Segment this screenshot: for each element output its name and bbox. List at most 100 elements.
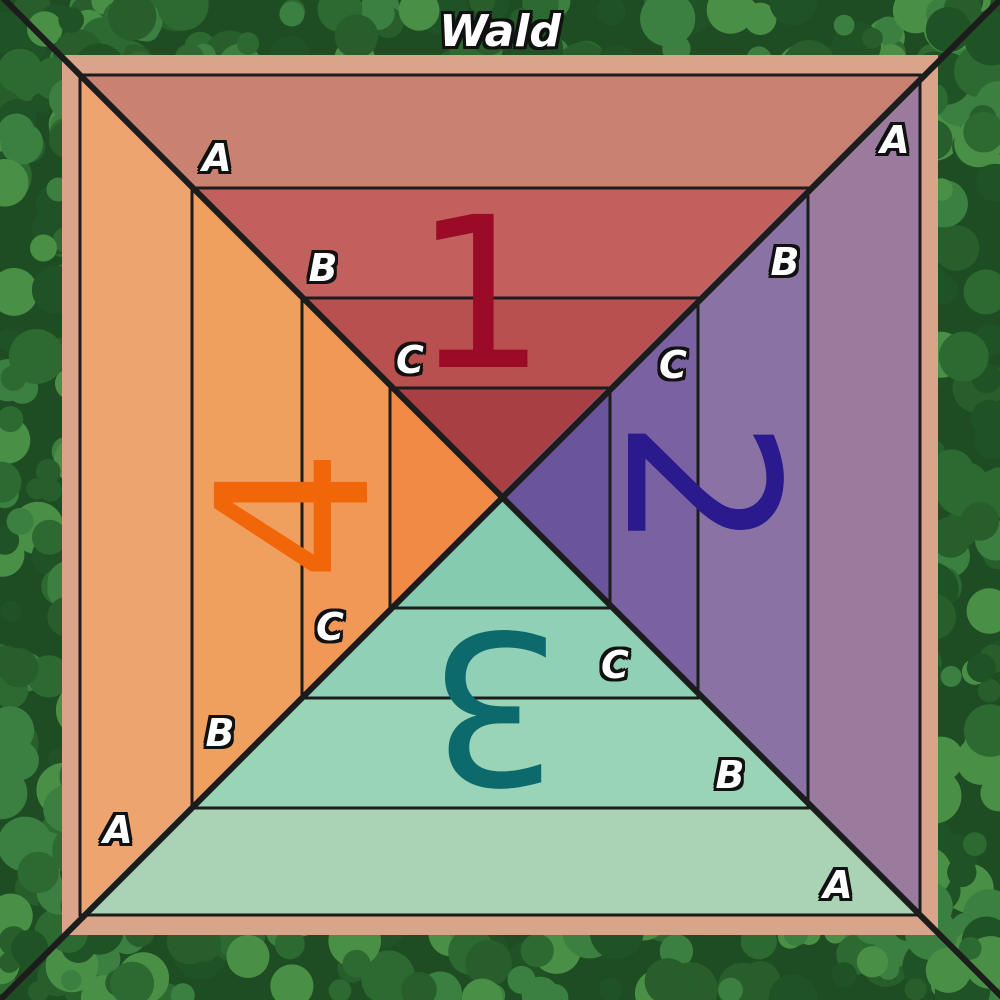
zone-2-number: 2 [578,418,823,552]
foliage-blob [26,478,48,500]
foliage-blob [640,0,696,47]
zone-1-center[interactable] [390,388,610,495]
foliage-blob [270,964,314,1000]
foliage-blob [599,977,623,1000]
foliage-blob [862,27,883,49]
foliage-blob [984,467,1000,498]
foliage-blob [31,519,67,555]
foliage-blob [60,969,82,991]
foliage-blob [226,935,270,978]
zone-4-center[interactable] [390,388,500,608]
foliage-blob [960,502,1000,541]
foliage-blob [17,851,59,894]
foliage-blob [236,32,260,55]
foliage-blob [170,983,195,1000]
foliage-blob [768,974,818,1000]
foliage-blob [470,18,508,56]
foliage-blob [27,981,49,1000]
foliage-blob [30,93,51,114]
foliage-blob [401,972,437,1000]
foliage-blob [363,972,393,1000]
ring-label-c-bottom-right: C [601,643,629,687]
foliage-blob [769,0,818,26]
foliage-blob [465,939,512,987]
foliage-blob [58,7,84,33]
foliage-blob [0,767,28,820]
foliage-blob [940,665,962,687]
foliage-blob [507,965,536,994]
foliage-blob [0,48,43,94]
foliage-blob [833,14,855,36]
foliage-blob [644,958,691,1000]
foliage-blob [980,775,1000,812]
foliage-blob [0,600,22,622]
zone-2-center[interactable] [500,388,610,608]
foliage-blob [35,459,61,484]
foliage-blob [0,648,39,688]
foliage-blob [963,269,1000,315]
foliage-blob [156,0,209,31]
foliage-blob [0,406,24,433]
foliage-blob [342,949,371,978]
foliage-blob [6,508,34,535]
foliage-blob [963,704,1000,757]
foliage-blob [0,461,22,503]
zone-3-center[interactable] [390,495,610,608]
foliage-blob [27,11,63,47]
foliage-blob [0,113,35,151]
foliage-blob [596,0,626,26]
foliage-blob [966,588,1000,634]
foliage-blob [110,961,155,1000]
foliage-blob [977,678,1000,703]
foliage-blob [30,234,57,262]
zone-1-number: 1 [413,172,547,417]
zone-4-number: 4 [172,448,417,582]
zone-3-number: 3 [428,583,562,828]
foliage-blob [0,893,33,938]
foliage-blob [274,929,305,960]
ring-label-b-top-left: B [308,246,338,290]
foliage-blob [8,329,64,384]
ring-label-b-bottom-left: B [205,711,235,755]
foliage-blob [831,962,857,988]
foliage-blob [398,0,440,31]
forest-label: Wald [439,6,561,57]
foliage-blob [706,0,755,34]
foliage-blob [938,331,989,382]
foliage-blob [0,159,29,207]
foliage-blob [469,0,496,14]
foliage-blob [279,1,305,27]
foliage-blob [328,979,352,1000]
foliage-blob [925,947,972,993]
ring-a-outline [78,73,922,917]
ring-label-a-top-left: A [202,136,232,180]
foliage-blob [334,14,379,59]
ring-label-a-bottom-right: A [823,863,853,907]
foliage-blob [930,516,972,558]
foliage-blob [718,977,743,1000]
foliage-blob [0,706,35,755]
ring-outlines [78,73,922,917]
foliage-blob [0,268,38,316]
ring-label-a-bottom-left: A [103,808,133,852]
ring-label-c-top-left: C [396,338,424,382]
foliage-blob [963,832,987,856]
foliage-blob [970,399,1000,439]
foliage-blob [966,653,996,683]
ring-center-outline [388,386,612,610]
foliage-blob [904,978,927,1000]
foliage-blob [107,0,157,41]
foliage-blob [856,946,889,978]
foliage-blob [947,857,977,888]
foliage-blob [963,111,1000,153]
foliage-blob [933,225,980,271]
ring-c-outline [300,296,700,700]
ring-label-c-top-right: C [659,343,687,387]
ring-label-b-top-right: B [770,240,800,284]
ring-label-c-bottom-left: C [316,605,344,649]
foliage-blob [461,978,503,1000]
